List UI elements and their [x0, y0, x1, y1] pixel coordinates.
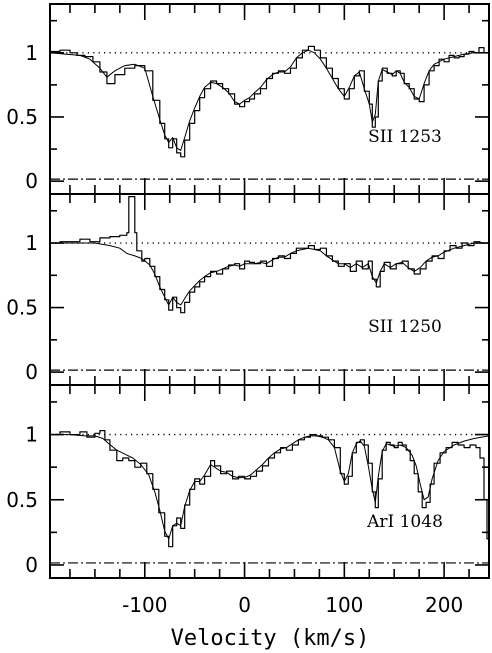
x-ticks [69, 194, 470, 385]
panel-label: ArI 1048 [366, 512, 443, 532]
x-tick-label: 100 [325, 593, 363, 617]
y-tick-label: 0 [25, 360, 38, 384]
y-tick-label: 1 [25, 231, 38, 255]
panel-label: SII 1253 [368, 127, 442, 147]
panels: 0 0.5 1 SII 1253 0 0.5 1 SII 1250 0 0.5 1 ArI 1048 [6, 3, 490, 579]
model-fit [50, 49, 489, 151]
x-tick-labels: -100 0 100 200 [122, 593, 463, 617]
y-ticks [50, 209, 489, 373]
observed-spectrum [50, 196, 489, 314]
panel-2: 0 0.5 1 SII 1250 [6, 193, 490, 386]
panel-frame [49, 384, 490, 579]
y-tick-label: 0.5 [6, 488, 38, 512]
y-tick-label: 0.5 [6, 105, 38, 129]
panel-3: 0 0.5 1 ArI 1048 [6, 384, 490, 579]
panel-1: 0 0.5 1 SII 1253 [6, 3, 490, 195]
observed-spectrum [50, 430, 489, 568]
x-ticks [69, 4, 470, 194]
y-tick-label: 1 [25, 41, 38, 65]
y-tick-label: 1 [25, 423, 38, 447]
panel-label: SII 1250 [368, 317, 442, 337]
x-tick-label: -100 [122, 593, 167, 617]
y-tick-label: 0 [25, 169, 38, 193]
y-ticks [50, 401, 489, 566]
x-ticks [69, 385, 470, 578]
y-ticks [50, 19, 489, 182]
model-fit [50, 434, 489, 540]
y-tick-label: 0 [25, 553, 38, 577]
y-tick-label: 0.5 [6, 296, 38, 320]
model-fit [50, 242, 489, 306]
panel-series [50, 430, 489, 568]
x-tick-label: 0 [238, 593, 251, 617]
panel-frame [49, 193, 490, 386]
panel-series [50, 45, 489, 158]
x-tick-label: 200 [425, 593, 463, 617]
x-axis-title: Velocity (km/s) [171, 626, 370, 651]
panel-series [50, 196, 489, 314]
panel-frame [49, 3, 490, 195]
